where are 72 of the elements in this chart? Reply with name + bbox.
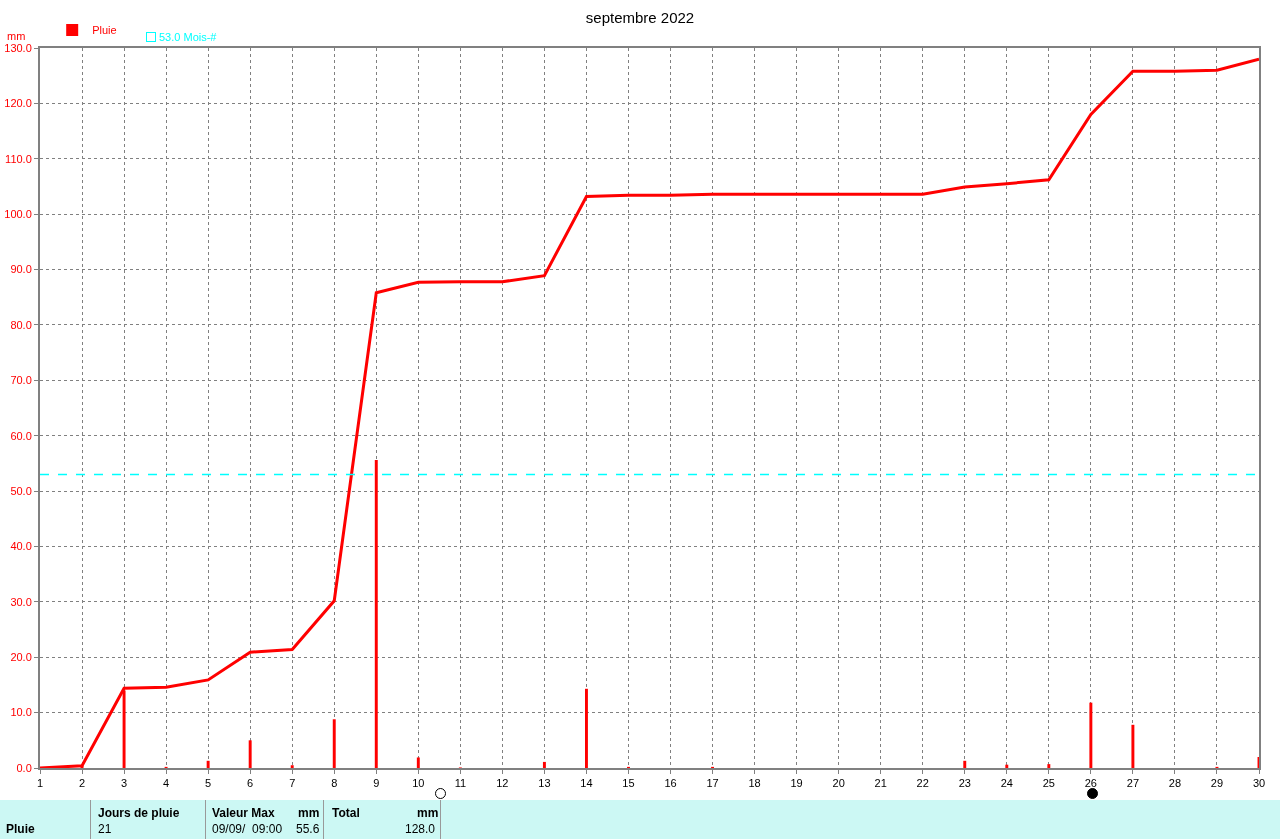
x-tick-label: 26 [1084, 777, 1097, 790]
bar [584, 688, 588, 768]
x-tick-label: 20 [832, 777, 845, 790]
y-tick-label: 60.0 [10, 429, 32, 442]
text: 128.0 [405, 822, 436, 836]
y-tick-label: 100.0 [4, 208, 32, 220]
bar [290, 765, 294, 768]
legend-label: 53.0 Mois-# [159, 31, 217, 43]
line-series [40, 57, 1259, 768]
y-tick-label: 50.0 [10, 484, 32, 497]
x-tick-label: 30 [1252, 777, 1266, 790]
x-tick-label: 27 [1126, 777, 1140, 790]
y-tick-label: 130.0 [4, 41, 32, 54]
x-tick-label: 6 [247, 777, 254, 790]
bar [248, 740, 252, 768]
x-tick-label: 23 [958, 777, 971, 790]
x-tick-label: 14 [580, 777, 593, 790]
y-tick-label: 0.0 [16, 761, 32, 774]
bar [1047, 764, 1051, 768]
y-tick-label: 90.0 [10, 263, 32, 276]
bar [1131, 724, 1135, 768]
x-tick-label: 16 [664, 777, 677, 790]
x-tick-label: 24 [1000, 777, 1013, 790]
text: Jours de pluie [98, 806, 180, 820]
x-tick-label: 18 [748, 777, 761, 790]
text: mm [417, 806, 439, 820]
x-tick-label: 5 [205, 777, 212, 790]
x-tick-label: 25 [1042, 777, 1055, 790]
x-tick-label: 22 [916, 777, 929, 790]
text: 21 [98, 822, 112, 836]
y-tick-label: 80.0 [10, 318, 32, 331]
y-tick-label: 70.0 [10, 374, 32, 387]
text: Pluie [6, 822, 35, 836]
text: mm [298, 806, 320, 820]
y-tick-label: 10.0 [10, 706, 32, 719]
x-tick-label: 29 [1210, 777, 1224, 790]
text: 09/09/ 09:00 [212, 822, 283, 836]
x-tick-label: 1 [36, 777, 44, 790]
bar [206, 760, 210, 768]
text: 55.6 [296, 822, 320, 836]
bar [332, 719, 336, 768]
x-tick-label: 28 [1168, 777, 1182, 790]
x-tick-label: 10 [412, 777, 425, 790]
x-tick-label: 17 [706, 777, 719, 790]
text: Total [332, 806, 360, 820]
y-tick-label: 40.0 [10, 540, 32, 553]
y-tick-label: 110.0 [5, 152, 32, 165]
x-tick-label: 9 [373, 777, 380, 790]
x-tick-label: 3 [121, 777, 128, 790]
y-axis-title: mm [7, 30, 26, 42]
x-tick-label: 13 [538, 777, 551, 790]
x-tick-label: 19 [790, 777, 803, 790]
x-tick-label: 2 [78, 777, 86, 790]
text: Valeur Max [212, 806, 275, 820]
bar [416, 757, 420, 768]
x-tick-label: 21 [874, 777, 887, 790]
bar [542, 761, 546, 768]
bar [1089, 702, 1093, 768]
y-tick-label: 20.0 [10, 651, 32, 664]
legend-label: Pluie [92, 24, 117, 37]
x-tick-label: 12 [496, 777, 509, 790]
x-tick-label: 11 [454, 777, 467, 790]
y-tick-label: 120.0 [4, 97, 32, 110]
chart-title: septembre 2022 [585, 8, 695, 26]
bar [963, 760, 967, 768]
x-tick-label: 4 [163, 777, 170, 790]
x-tick-label: 15 [622, 777, 635, 790]
bar [374, 460, 378, 768]
y-tick-label: 30.0 [10, 595, 32, 608]
bar [1005, 764, 1009, 768]
x-tick-label: 8 [331, 777, 338, 790]
x-tick-label: 7 [289, 777, 296, 790]
